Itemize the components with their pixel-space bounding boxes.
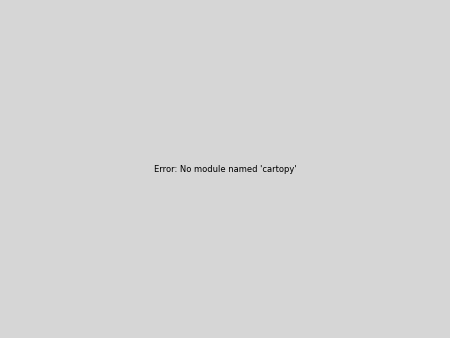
Text: Error: No module named 'cartopy': Error: No module named 'cartopy': [154, 165, 296, 173]
